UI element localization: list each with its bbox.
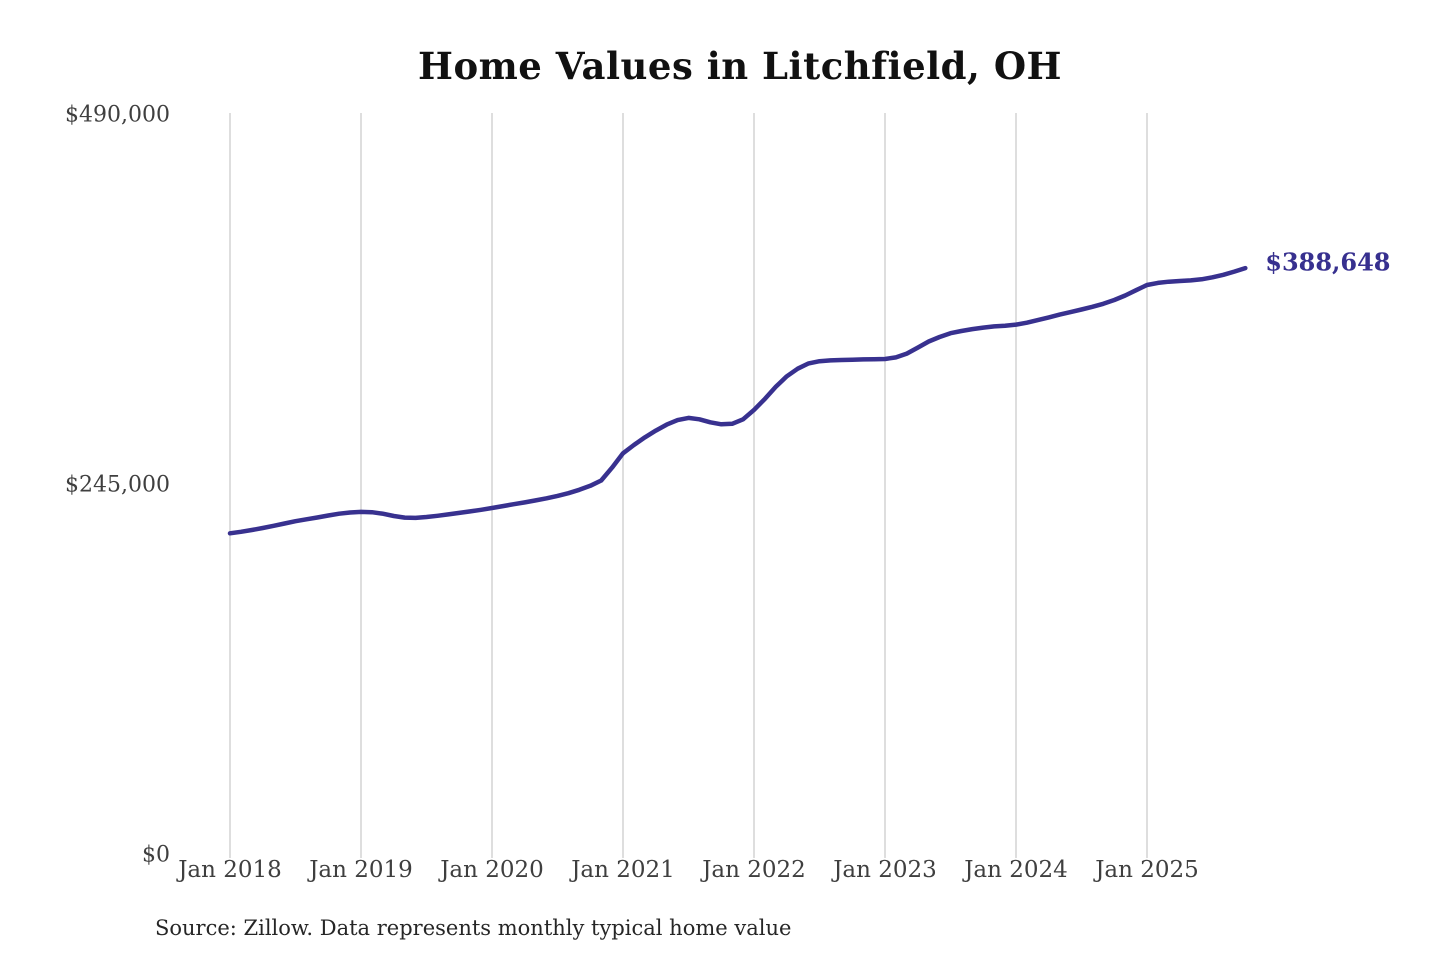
y-tick-label-245000: $245,000 — [65, 472, 170, 498]
x-tick-label-jan-2025: Jan 2025 — [1095, 857, 1199, 883]
home-value-line — [227, 265, 1248, 536]
x-tick-label-jan-2019: Jan 2019 — [309, 857, 413, 883]
x-tick-label-jan-2021: Jan 2021 — [571, 857, 675, 883]
source-note: Source: Zillow. Data represents monthly … — [155, 916, 792, 940]
x-tick-label-jan-2024: Jan 2024 — [964, 857, 1068, 883]
vertical-gridlines — [229, 113, 1148, 858]
x-tick-label-jan-2020: Jan 2020 — [440, 857, 544, 883]
x-tick-label-jan-2022: Jan 2022 — [702, 857, 806, 883]
x-tick-label-jan-2018: Jan 2018 — [178, 857, 282, 883]
x-tick-label-jan-2023: Jan 2023 — [833, 857, 937, 883]
final-value-label: $388,648 — [1265, 247, 1391, 277]
chart-title: Home Values in Litchfield, OH — [417, 44, 1063, 88]
y-tick-label-490000: $490,000 — [65, 102, 170, 128]
y-tick-label-0: $0 — [142, 842, 170, 868]
